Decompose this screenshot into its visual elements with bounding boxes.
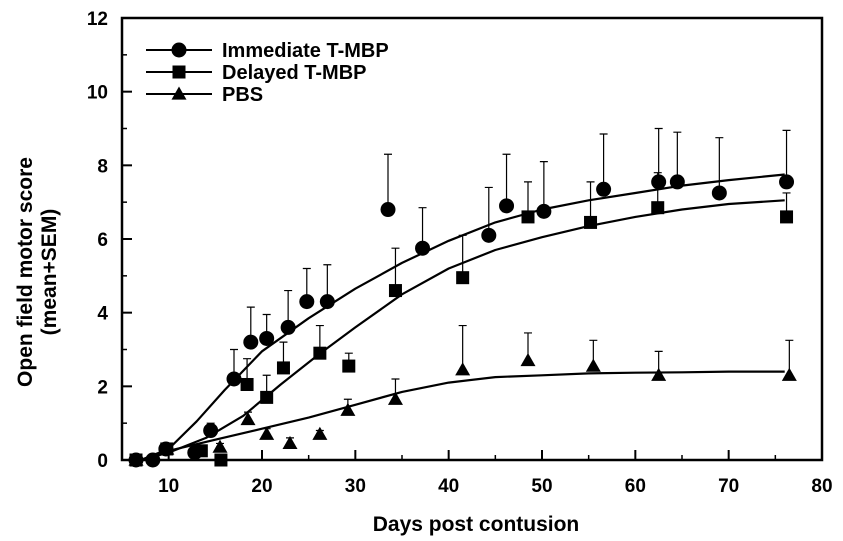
error-bar — [391, 247, 400, 291]
legend-marker — [172, 65, 186, 79]
data-point — [651, 174, 667, 190]
y-axis-title: Open field motor score — [14, 157, 37, 387]
error-bar — [782, 129, 791, 182]
error-bar — [599, 133, 608, 190]
y-axis-subtitle: (mean+SEM) — [38, 209, 61, 336]
fit-line-pbs — [140, 370, 785, 462]
data-point — [260, 390, 274, 404]
data-point — [194, 444, 208, 458]
y-tick-label: 4 — [97, 304, 108, 325]
y-tick-label: 0 — [97, 451, 108, 472]
x-tick-label: 10 — [158, 476, 179, 497]
data-point — [585, 358, 601, 372]
data-point — [319, 294, 335, 310]
legend-marker — [171, 86, 187, 100]
data-point — [203, 423, 219, 439]
data-point — [387, 391, 403, 405]
data-point — [669, 174, 685, 190]
x-tick-label: 40 — [438, 476, 459, 497]
x-tick-label: 30 — [345, 476, 366, 497]
data-point — [415, 240, 431, 256]
data-point — [711, 185, 727, 201]
data-point — [596, 181, 612, 197]
data-point — [584, 215, 598, 229]
data-point — [340, 402, 356, 416]
data-point — [521, 210, 535, 224]
data-point — [276, 361, 290, 375]
data-point — [259, 330, 275, 346]
error-bar — [539, 161, 548, 212]
data-point — [481, 227, 497, 243]
data-point — [781, 367, 797, 381]
series-delayed-t-mbp — [129, 172, 794, 467]
x-tick-label: 80 — [811, 476, 832, 497]
legend-label: PBS — [222, 84, 263, 106]
data-point — [651, 201, 665, 215]
y-tick-label: 8 — [97, 156, 108, 177]
data-point — [455, 362, 471, 376]
x-tick-label: 70 — [718, 476, 739, 497]
data-point — [536, 203, 552, 219]
data-point — [240, 377, 254, 391]
x-tick-label: 60 — [625, 476, 646, 497]
error-bar — [502, 153, 511, 206]
error-bar — [654, 127, 663, 182]
error-bar — [384, 153, 392, 210]
data-point — [212, 439, 228, 453]
legend-item-delayed-t-mbp: Delayed T-MBP — [146, 62, 366, 84]
error-bar — [484, 186, 493, 236]
x-tick-label: 50 — [531, 476, 552, 497]
x-axis-title: Days post contusion — [373, 513, 580, 536]
data-point — [280, 319, 296, 335]
data-point — [388, 284, 402, 298]
data-point — [282, 435, 298, 450]
data-point — [380, 202, 396, 218]
error-bar — [586, 181, 595, 223]
data-point — [779, 174, 795, 190]
plot-area — [128, 127, 797, 468]
x-tick-label: 20 — [251, 476, 272, 497]
legend-label: Delayed T-MBP — [222, 62, 366, 84]
data-point — [342, 359, 356, 373]
error-bar — [673, 131, 682, 182]
data-point — [313, 346, 327, 360]
data-point — [651, 367, 667, 381]
data-point — [226, 371, 242, 387]
legend-item-immediate-t-mbp: Immediate T-MBP — [146, 40, 389, 62]
data-point — [499, 198, 515, 214]
data-point — [312, 426, 328, 440]
fit-line-immediate-t-mbp — [140, 173, 785, 462]
data-point — [243, 334, 259, 350]
data-point — [159, 441, 175, 455]
y-tick-label: 2 — [97, 377, 108, 398]
data-point — [520, 353, 536, 367]
legend-marker — [171, 42, 187, 58]
error-bar — [715, 137, 724, 193]
data-point — [259, 426, 275, 440]
error-bar — [458, 234, 467, 278]
data-point — [780, 210, 794, 224]
axes: 10 20 30 40 50 60 70 80 0 2 4 6 8 10 12 — [87, 9, 833, 497]
y-tick-label: 6 — [97, 230, 108, 251]
data-point — [456, 271, 470, 285]
data-point — [240, 411, 256, 426]
series-pbs — [128, 324, 797, 466]
y-tick-label: 10 — [87, 83, 108, 104]
legend-item-pbs: PBS — [146, 84, 263, 106]
y-tick-label: 12 — [87, 9, 108, 30]
series-immediate-t-mbp — [128, 127, 795, 468]
legend-label: Immediate T-MBP — [222, 40, 389, 62]
data-point — [299, 294, 315, 310]
